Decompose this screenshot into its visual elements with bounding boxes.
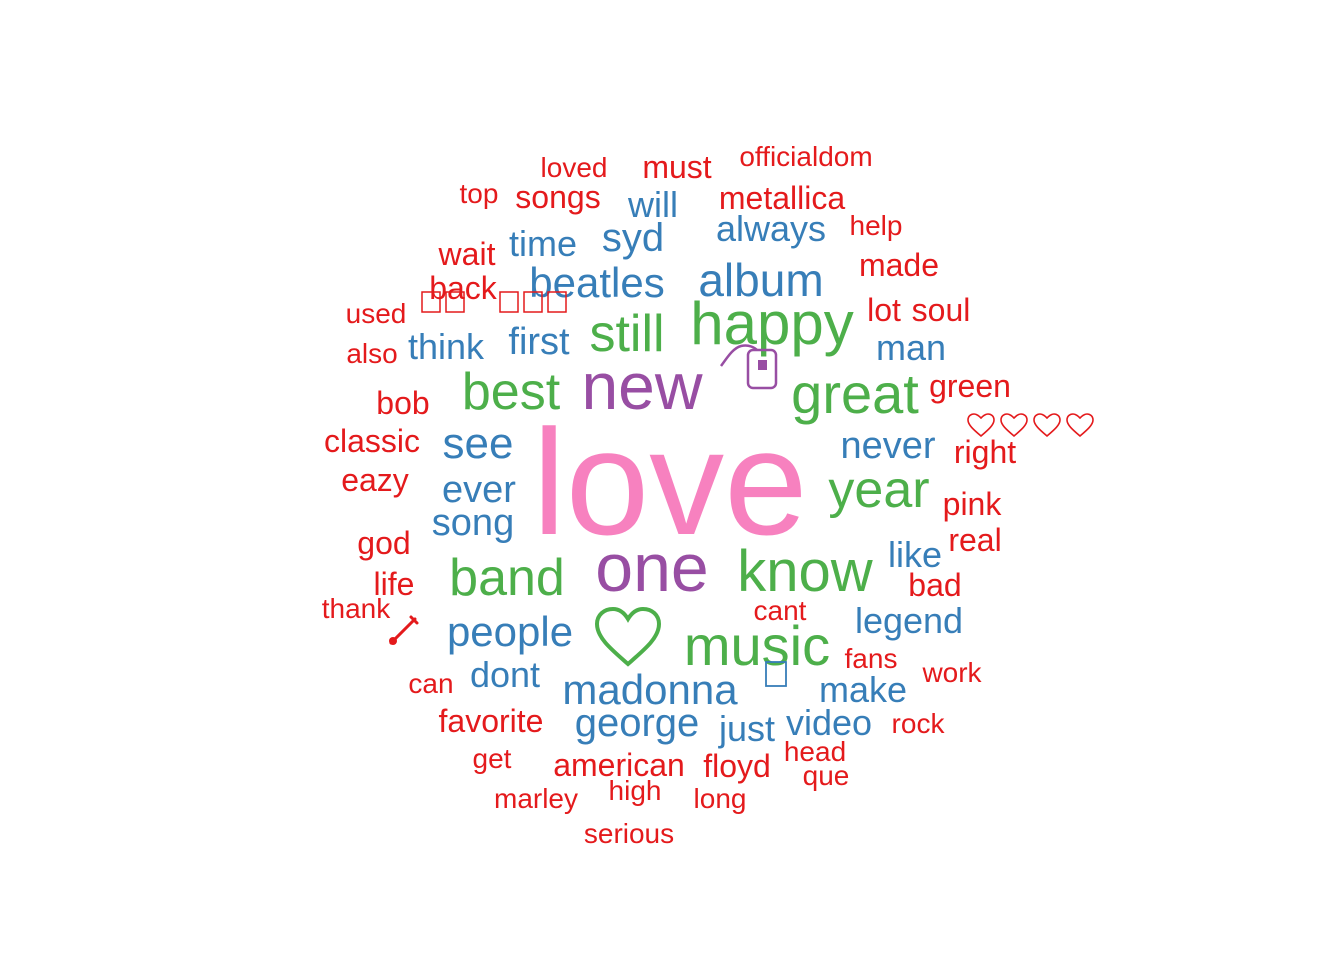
word-fans: fans [844, 643, 898, 674]
word-people: people [446, 608, 574, 655]
word-loved: loved [540, 152, 608, 183]
word-one: one [595, 530, 709, 606]
word-pink: pink [942, 486, 1002, 522]
word-never: never [840, 425, 936, 467]
word-year: year [828, 461, 930, 519]
word-madonna: madonna [562, 666, 738, 713]
word-soul: soul [911, 292, 971, 328]
word-new: new [581, 349, 703, 423]
word-head: head [783, 736, 847, 767]
word-great: great [791, 362, 919, 425]
word-high: high [608, 775, 662, 806]
word-first: first [508, 321, 570, 363]
word-dont: dont [469, 654, 541, 695]
word-think: think [407, 326, 485, 367]
word-will: will [628, 184, 678, 225]
word-beatles: beatles [529, 259, 665, 306]
word-band: band [449, 549, 565, 607]
word-thank: thank [321, 593, 391, 624]
word-love: love [532, 398, 808, 566]
word-bob: bob [376, 385, 430, 421]
word-american: american [553, 747, 685, 783]
word-must: must [642, 149, 712, 185]
word-time: time [508, 223, 578, 264]
word-make: make [818, 669, 908, 710]
four-hearts-icon [967, 413, 1094, 438]
word-video: video [785, 702, 873, 743]
word-like: like [887, 534, 943, 575]
word-officialdom: officialdom [739, 141, 873, 172]
word-life: life [373, 566, 415, 602]
word-best: best [461, 363, 561, 421]
word-know: know [737, 539, 873, 604]
word-album: album [698, 254, 824, 306]
word-man: man [875, 327, 947, 368]
word-legend: legend [854, 600, 964, 641]
word-song: song [431, 502, 515, 544]
word-right: right [953, 434, 1017, 470]
word-bad: bad [908, 567, 962, 603]
word-happy: happy [690, 290, 854, 357]
word-wait: wait [438, 236, 496, 272]
word-top: top [459, 178, 499, 209]
word-get: get [472, 743, 512, 774]
missing-glyph-icon [499, 291, 567, 313]
word-music: music [683, 614, 831, 677]
word-real: real [948, 522, 1002, 558]
word-also: also [346, 338, 398, 369]
word-made: made [858, 247, 940, 283]
word-ever: ever [442, 469, 516, 511]
heart-icon [594, 606, 662, 667]
word-used: used [345, 298, 407, 329]
word-george: george [574, 701, 700, 745]
missing-glyph-icon [765, 661, 787, 687]
word-long: long [693, 783, 747, 814]
word-help: help [849, 210, 903, 241]
word-classic: classic [323, 423, 421, 459]
word-floyd: floyd [703, 748, 771, 784]
word-eazy: eazy [341, 462, 409, 498]
word-always: always [715, 208, 827, 249]
word-just: just [718, 708, 776, 749]
word-lot: lot [867, 292, 901, 328]
word-serious: serious [583, 818, 675, 849]
word-marley: marley [493, 783, 579, 814]
word-still: still [589, 305, 665, 363]
word-work: work [922, 657, 982, 688]
word-syd: syd [601, 216, 665, 260]
mouse-icon [719, 344, 778, 390]
word-songs: songs [515, 179, 601, 215]
word-cant: cant [753, 595, 807, 626]
word-favorite: favorite [438, 703, 544, 739]
guitar-icon [389, 615, 419, 645]
word-rock: rock [891, 708, 945, 739]
missing-glyph-icon [421, 291, 465, 313]
word-god: god [357, 525, 411, 561]
word-que: que [802, 760, 850, 791]
word-can: can [408, 668, 454, 699]
word-metallica: metallica [718, 180, 846, 216]
word-green: green [929, 368, 1011, 404]
word-see: see [442, 419, 514, 468]
